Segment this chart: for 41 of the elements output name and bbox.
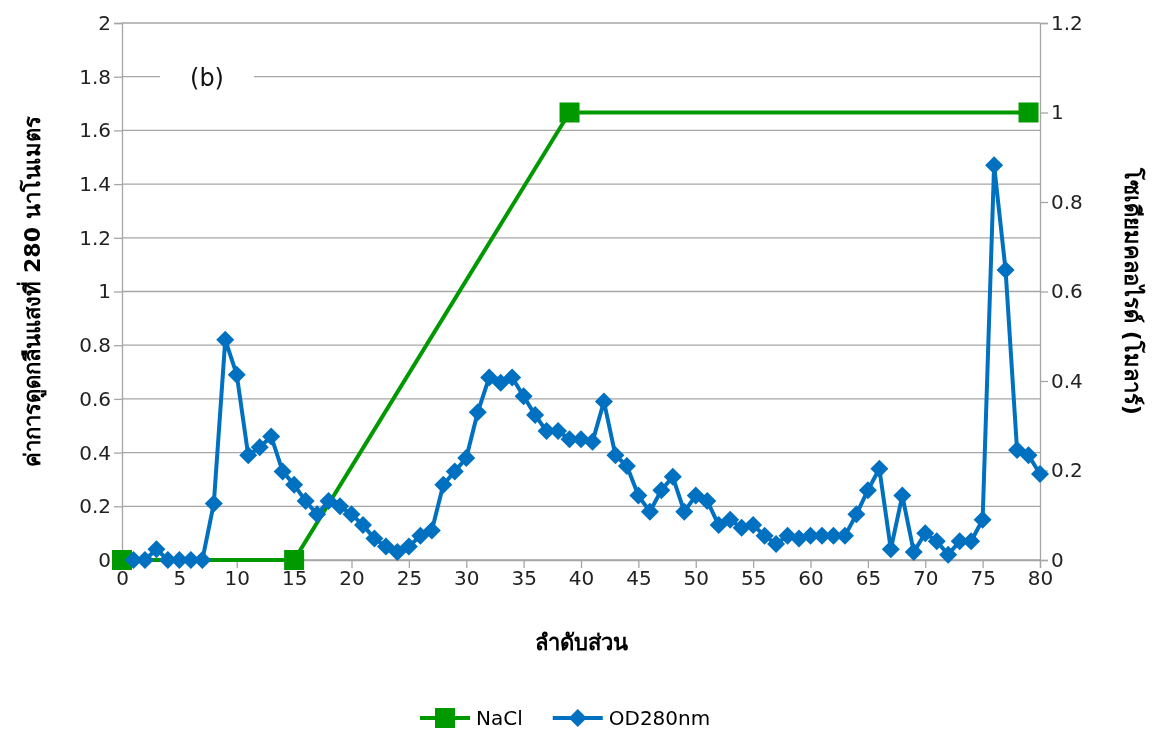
x-tick-label: 45: [626, 566, 652, 591]
y-tick-label: 0.2: [79, 494, 111, 519]
y2-tick-label: 1.2: [1051, 10, 1083, 35]
y2-tick-label: 0.8: [1051, 189, 1083, 214]
x-tick-label: 50: [683, 566, 709, 591]
x-tick-label: 75: [970, 566, 996, 591]
x-tick-label: 25: [396, 566, 423, 591]
legend-label: NaCl: [476, 706, 523, 730]
y-tick-label: 0.4: [79, 440, 111, 465]
y-tick-label: 1: [98, 279, 111, 304]
x-tick-label: 20: [339, 566, 365, 591]
y-tick-label: 0: [98, 547, 111, 572]
y2-tick-label: 0.4: [1051, 368, 1083, 393]
x-tick-label: 35: [511, 566, 537, 591]
x-tick-label: 55: [740, 566, 767, 591]
x-tick-label: 80: [1027, 566, 1054, 591]
y2-tick-label: 1: [1051, 100, 1064, 125]
x-axis-title: ลำดับส่วน: [534, 630, 628, 655]
x-tick-label: 60: [798, 566, 824, 591]
y-axis-title: ค่าการดูดกลืนแสงที่ 280 นาโนเมตร: [16, 116, 47, 467]
y2-tick-label: 0.6: [1051, 279, 1083, 304]
y-tick-label: 1.4: [79, 172, 111, 196]
annotation: (b): [190, 64, 224, 92]
x-tick-label: 10: [224, 566, 250, 591]
y2-axis-title: โซเดียมคลอไรด์ (โมลาร์): [1120, 167, 1146, 415]
x-tick-label: 70: [913, 566, 939, 591]
x-tick-label: 40: [568, 566, 595, 591]
x-tick-label: 30: [454, 566, 480, 591]
y-tick-label: 0.6: [79, 386, 111, 411]
x-tick-label: 15: [281, 566, 308, 591]
y-tick-label: 1.8: [79, 64, 111, 89]
x-tick-label: 5: [173, 566, 187, 591]
y2-tick-label: 0.2: [1051, 458, 1083, 483]
x-tick-label: 0: [116, 566, 129, 591]
y-tick-label: 1.2: [79, 225, 111, 250]
legend-label: OD280nm: [608, 706, 711, 730]
y2-tick-label: 0: [1051, 547, 1064, 572]
y-tick-label: 0.8: [79, 333, 111, 358]
y-tick-label: 2: [98, 10, 111, 35]
y-tick-label: 1.6: [79, 118, 111, 143]
x-tick-label: 65: [855, 566, 882, 591]
